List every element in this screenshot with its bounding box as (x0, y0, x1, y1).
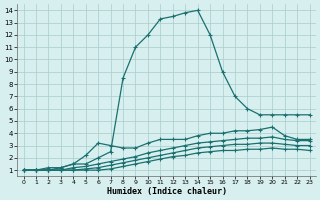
X-axis label: Humidex (Indice chaleur): Humidex (Indice chaleur) (107, 187, 227, 196)
